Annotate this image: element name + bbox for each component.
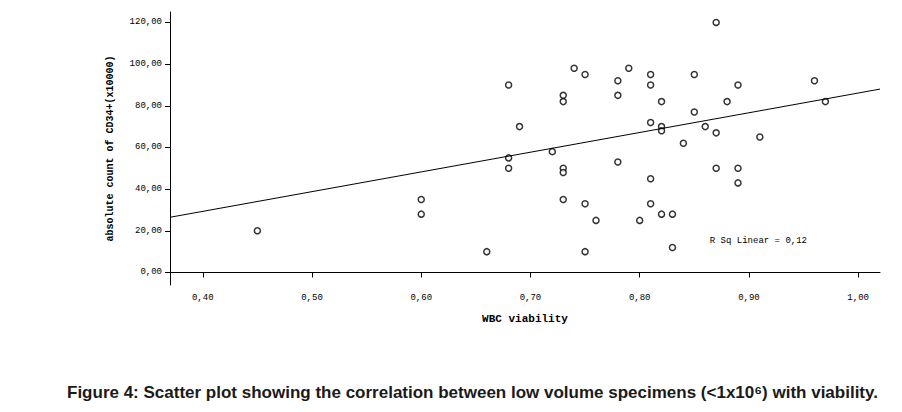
svg-text:60,00: 60,00 — [135, 142, 162, 152]
svg-text:0,00: 0,00 — [140, 267, 162, 277]
svg-text:0,70: 0,70 — [520, 293, 542, 303]
svg-text:0,60: 0,60 — [410, 293, 432, 303]
svg-text:1,00: 1,00 — [847, 293, 869, 303]
svg-text:Scatter plot showing the corre: Scatter plot showing the correlation bet… — [139, 383, 878, 402]
svg-text:100,00: 100,00 — [130, 59, 162, 69]
svg-text:40,00: 40,00 — [135, 184, 162, 194]
svg-text:80,00: 80,00 — [135, 101, 162, 111]
svg-text:120,00: 120,00 — [130, 17, 162, 27]
svg-text:20,00: 20,00 — [135, 226, 162, 236]
svg-text:0,90: 0,90 — [738, 293, 760, 303]
svg-text:0,80: 0,80 — [629, 293, 651, 303]
svg-text:0,40: 0,40 — [192, 293, 214, 303]
svg-text:R Sq Linear = 0,12: R Sq Linear = 0,12 — [710, 236, 807, 246]
svg-text:WBC viability: WBC viability — [482, 313, 568, 325]
svg-text:0,50: 0,50 — [301, 293, 323, 303]
svg-text:absolute count of CD34+(x10000: absolute count of CD34+(x10000) — [105, 55, 116, 241]
svg-text:Figure 4:: Figure 4: — [67, 383, 139, 402]
